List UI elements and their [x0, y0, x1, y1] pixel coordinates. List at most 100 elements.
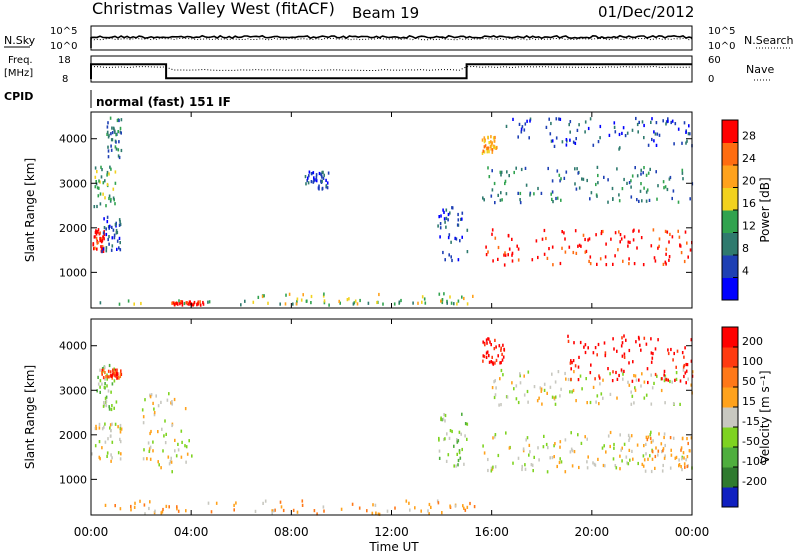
scatter-cell	[671, 235, 674, 239]
scatter-cell	[650, 440, 653, 444]
scatter-cell	[375, 511, 377, 515]
scatter-cell	[559, 261, 562, 266]
scatter-cell	[117, 451, 120, 455]
scatter-cell	[662, 447, 665, 451]
scatter-cell	[115, 133, 117, 137]
scatter-cell	[513, 387, 515, 391]
colorbar-tick-label: 100	[742, 355, 763, 368]
scatter-cell	[112, 368, 114, 372]
scatter-cell	[449, 295, 451, 299]
scatter-cell	[588, 237, 591, 241]
scatter-cell	[524, 467, 527, 471]
scatter-cell	[94, 166, 97, 170]
scatter-cell	[600, 392, 603, 396]
scatter-cell	[670, 453, 673, 457]
scatter-cell	[519, 374, 521, 378]
scatter-cell	[503, 253, 505, 257]
scatter-cell	[625, 455, 628, 459]
scatter-cell	[623, 355, 626, 359]
scatter-cell	[110, 248, 113, 252]
colorbar-tick-label: 20	[742, 174, 756, 187]
scatter-cell	[114, 370, 116, 374]
scatter-cell	[533, 192, 535, 196]
scatter-cell	[675, 365, 677, 369]
scatter-cell	[603, 175, 605, 179]
scatter-cell	[114, 170, 117, 174]
scatter-cell	[466, 422, 469, 426]
scatter-cell	[310, 180, 313, 184]
scatter-cell	[97, 375, 99, 379]
scatter-cell	[537, 446, 539, 450]
scatter-cell	[669, 436, 672, 440]
scatter-cell	[310, 294, 313, 299]
nsky-tick-top: 10^5	[50, 26, 77, 37]
scatter-cell	[508, 174, 510, 178]
scatter-cell	[673, 142, 675, 146]
scatter-cell	[664, 260, 667, 264]
scatter-cell	[575, 187, 578, 191]
colorbar-tick-label: 24	[742, 152, 756, 165]
scatter-cell	[602, 378, 604, 382]
scatter-cell	[117, 154, 120, 158]
scatter-cell	[678, 458, 680, 462]
scatter-cell	[492, 436, 494, 440]
scatter-cell	[199, 300, 201, 304]
colorbar-swatch	[722, 120, 738, 143]
scatter-cell	[575, 137, 577, 141]
nsky-series	[90, 34, 693, 48]
scatter-cell	[114, 202, 116, 206]
scatter-cell	[326, 181, 329, 185]
scatter-cell	[484, 144, 487, 148]
scatter-cell	[691, 370, 694, 374]
scatter-cell	[447, 212, 450, 217]
scatter-cell	[689, 197, 691, 201]
scatter-cell	[103, 237, 105, 241]
scatter-cell	[498, 403, 500, 407]
scatter-cell	[106, 125, 109, 129]
scatter-cell	[494, 361, 496, 365]
scatter-cell	[483, 136, 486, 140]
scatter-cell	[621, 131, 623, 135]
scatter-cell	[235, 501, 237, 505]
scatter-cell	[628, 383, 631, 387]
scatter-cell	[109, 199, 112, 203]
scatter-cell	[647, 457, 649, 461]
scatter-cell	[516, 244, 518, 248]
scatter-cell	[670, 347, 672, 352]
scatter-cell	[98, 232, 101, 236]
scatter-cell	[306, 179, 308, 183]
scatter-cell	[563, 231, 565, 235]
scatter-cell	[589, 255, 592, 259]
scatter-cell	[669, 175, 672, 180]
colorbar-swatch	[722, 427, 738, 448]
scatter-cell	[374, 503, 377, 507]
scatter-cell	[455, 464, 457, 468]
scatter-cell	[636, 443, 639, 447]
nsearch-label: N.Search	[744, 34, 794, 47]
scatter-cell	[681, 436, 684, 440]
scatter-cell	[448, 253, 450, 257]
scatter-cell	[323, 299, 326, 303]
scatter-cell	[100, 245, 102, 249]
scatter-cell	[542, 445, 545, 449]
scatter-cell	[572, 359, 575, 363]
scatter-cell	[605, 263, 608, 267]
scatter-cell	[515, 166, 517, 170]
scatter-cell	[99, 301, 102, 305]
scatter-cell	[599, 382, 601, 386]
scatter-cell	[500, 191, 502, 195]
scatter-cell	[439, 226, 442, 230]
scatter-cell	[95, 180, 97, 184]
scatter-cell	[110, 429, 112, 433]
scatter-cell	[627, 433, 630, 437]
scatter-cell	[641, 462, 644, 466]
scatter-cell	[262, 501, 264, 505]
scatter-cell	[323, 301, 326, 305]
scatter-cell	[574, 141, 577, 145]
scatter-cell	[518, 122, 521, 126]
scatter-cell	[174, 438, 176, 442]
scatter-cell	[589, 117, 592, 121]
scatter-cell	[607, 178, 609, 182]
scatter-cell	[614, 254, 616, 258]
colorbar-tick-label: 16	[742, 197, 756, 210]
